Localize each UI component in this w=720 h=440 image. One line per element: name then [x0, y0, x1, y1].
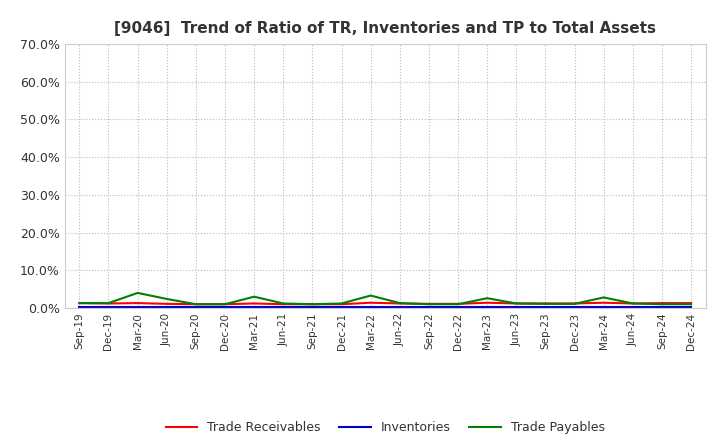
- Inventories: [308, 304, 317, 310]
- Trade Receivables: [308, 301, 317, 307]
- Trade Payables: [483, 296, 492, 301]
- Trade Payables: [512, 301, 521, 306]
- Trade Payables: [454, 301, 462, 307]
- Trade Payables: [687, 301, 696, 307]
- Inventories: [163, 304, 171, 310]
- Trade Payables: [425, 301, 433, 307]
- Line: Trade Receivables: Trade Receivables: [79, 303, 691, 304]
- Inventories: [366, 304, 375, 310]
- Inventories: [75, 304, 84, 310]
- Trade Payables: [541, 301, 550, 307]
- Inventories: [104, 304, 113, 310]
- Trade Receivables: [599, 300, 608, 305]
- Trade Payables: [163, 296, 171, 301]
- Trade Receivables: [425, 301, 433, 307]
- Inventories: [337, 304, 346, 310]
- Trade Payables: [599, 295, 608, 300]
- Trade Receivables: [337, 301, 346, 307]
- Trade Payables: [337, 301, 346, 306]
- Inventories: [454, 304, 462, 310]
- Trade Receivables: [366, 300, 375, 305]
- Inventories: [657, 304, 666, 310]
- Trade Receivables: [395, 301, 404, 306]
- Trade Receivables: [483, 300, 492, 305]
- Trade Receivables: [133, 301, 142, 306]
- Trade Payables: [308, 301, 317, 307]
- Trade Receivables: [192, 301, 200, 307]
- Trade Receivables: [570, 301, 579, 306]
- Trade Payables: [629, 301, 637, 306]
- Inventories: [629, 304, 637, 310]
- Title: [9046]  Trend of Ratio of TR, Inventories and TP to Total Assets: [9046] Trend of Ratio of TR, Inventories…: [114, 21, 656, 36]
- Trade Receivables: [629, 301, 637, 306]
- Inventories: [687, 304, 696, 310]
- Trade Payables: [657, 301, 666, 307]
- Inventories: [512, 304, 521, 310]
- Trade Payables: [104, 301, 113, 306]
- Trade Receivables: [279, 301, 287, 307]
- Inventories: [220, 304, 229, 310]
- Inventories: [279, 304, 287, 310]
- Trade Payables: [220, 301, 229, 307]
- Inventories: [250, 304, 258, 310]
- Inventories: [133, 304, 142, 310]
- Legend: Trade Receivables, Inventories, Trade Payables: Trade Receivables, Inventories, Trade Pa…: [161, 416, 610, 439]
- Trade Receivables: [687, 301, 696, 306]
- Inventories: [599, 304, 608, 310]
- Trade Payables: [395, 301, 404, 306]
- Trade Payables: [133, 290, 142, 296]
- Trade Receivables: [541, 301, 550, 306]
- Trade Payables: [279, 301, 287, 306]
- Trade Receivables: [104, 301, 113, 306]
- Trade Payables: [570, 301, 579, 307]
- Trade Payables: [75, 301, 84, 306]
- Inventories: [425, 304, 433, 310]
- Trade Receivables: [454, 301, 462, 307]
- Inventories: [570, 304, 579, 310]
- Inventories: [395, 304, 404, 310]
- Trade Receivables: [512, 301, 521, 306]
- Line: Trade Payables: Trade Payables: [79, 293, 691, 304]
- Trade Receivables: [657, 301, 666, 306]
- Trade Receivables: [163, 301, 171, 307]
- Trade Receivables: [220, 301, 229, 307]
- Inventories: [541, 304, 550, 310]
- Trade Payables: [192, 301, 200, 307]
- Trade Receivables: [250, 301, 258, 306]
- Trade Payables: [366, 293, 375, 298]
- Inventories: [192, 304, 200, 310]
- Trade Payables: [250, 294, 258, 299]
- Inventories: [483, 304, 492, 310]
- Trade Receivables: [75, 301, 84, 306]
